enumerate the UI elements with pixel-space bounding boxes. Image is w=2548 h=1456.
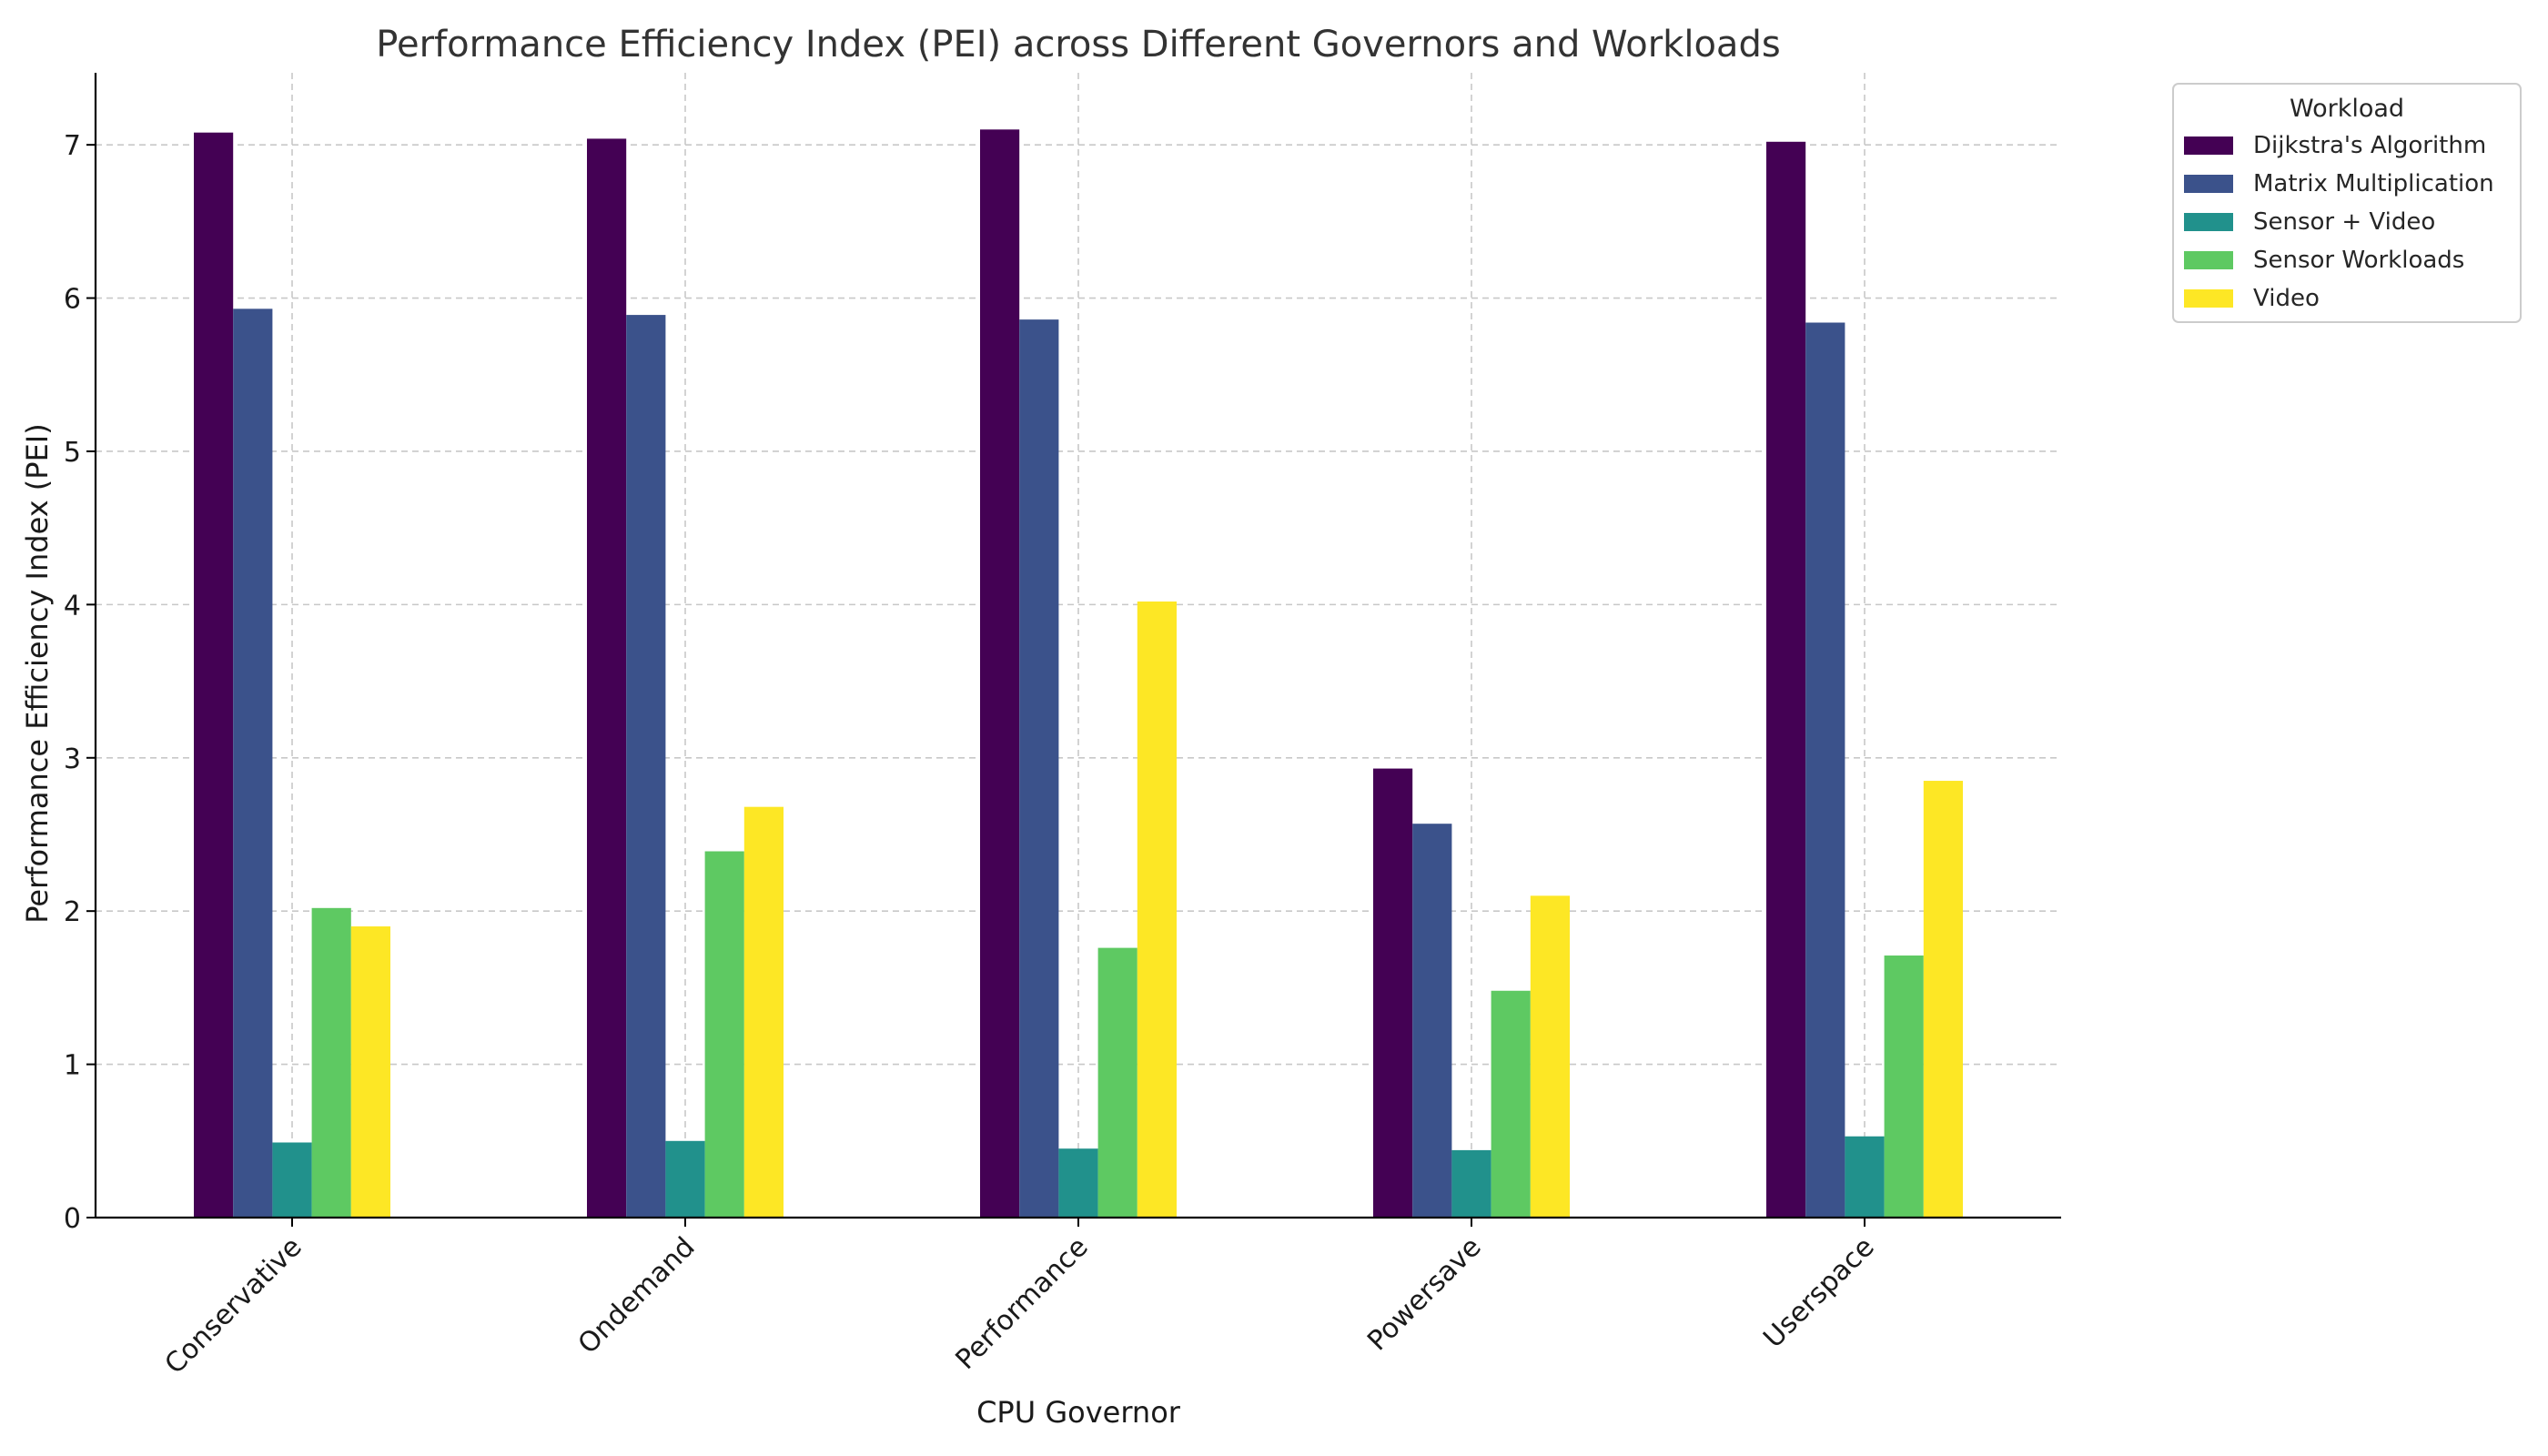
bar: [311, 907, 351, 1218]
bar: [1923, 781, 1963, 1218]
x-tick-label: Ondemand: [572, 1231, 702, 1360]
legend-label: Sensor + Video: [2253, 208, 2435, 236]
bar: [272, 1142, 312, 1218]
bar: [980, 129, 1020, 1218]
legend-title: Workload: [2290, 95, 2404, 123]
x-tick-label: Performance: [949, 1231, 1094, 1376]
bars: [194, 129, 1963, 1218]
legend-label: Dijkstra's Algorithm: [2253, 132, 2486, 159]
y-tick-label: 5: [64, 437, 81, 469]
y-tick-label: 0: [64, 1203, 81, 1235]
bar: [350, 926, 390, 1218]
bar: [1019, 319, 1059, 1218]
legend-swatch: [2184, 175, 2233, 193]
grid: [96, 73, 2061, 1218]
bar: [1530, 895, 1570, 1218]
legend-swatch: [2184, 289, 2233, 308]
bar: [1845, 1136, 1885, 1218]
y-tick-label: 6: [64, 284, 81, 316]
bar: [1884, 956, 1924, 1218]
chart-title: Performance Efficiency Index (PEI) acros…: [376, 24, 1780, 66]
bar: [704, 851, 744, 1218]
y-tick-label: 1: [64, 1050, 81, 1082]
bar: [1451, 1149, 1491, 1218]
y-tick-label: 7: [64, 130, 81, 162]
legend-frame: [2172, 83, 2522, 323]
legend-label: Matrix Multiplication: [2253, 170, 2494, 197]
bar: [1412, 824, 1452, 1218]
y-axis-label: Performance Efficiency Index (PEI): [20, 423, 55, 923]
bar: [1491, 990, 1531, 1218]
bar: [587, 138, 627, 1218]
bar: [1373, 768, 1413, 1218]
legend-swatch: [2184, 136, 2233, 155]
x-axis-label: CPU Governor: [976, 1395, 1181, 1430]
y-tick-label: 4: [64, 590, 81, 622]
bar: [233, 308, 273, 1218]
bar: [626, 315, 666, 1218]
legend-swatch: [2184, 251, 2233, 269]
bar: [1058, 1148, 1098, 1218]
bar: [1766, 141, 1806, 1218]
x-tick-label: Conservative: [158, 1231, 308, 1380]
legend-swatch: [2184, 213, 2233, 231]
y-tick-label: 3: [64, 743, 81, 775]
y-tick-label: 2: [64, 896, 81, 928]
x-tick-label: Userspace: [1757, 1231, 1880, 1354]
bar: [194, 132, 234, 1218]
legend-label: Sensor Workloads: [2253, 247, 2464, 274]
bar: [1137, 602, 1177, 1218]
bar: [665, 1140, 705, 1218]
legend-label: Video: [2253, 285, 2320, 312]
bar: [1805, 322, 1845, 1218]
x-tick-label: Powersave: [1361, 1231, 1488, 1358]
bar: [743, 806, 784, 1218]
bar: [1097, 947, 1138, 1218]
legend: Workload Dijkstra's Algorithm Matrix Multi…: [2172, 83, 2522, 323]
